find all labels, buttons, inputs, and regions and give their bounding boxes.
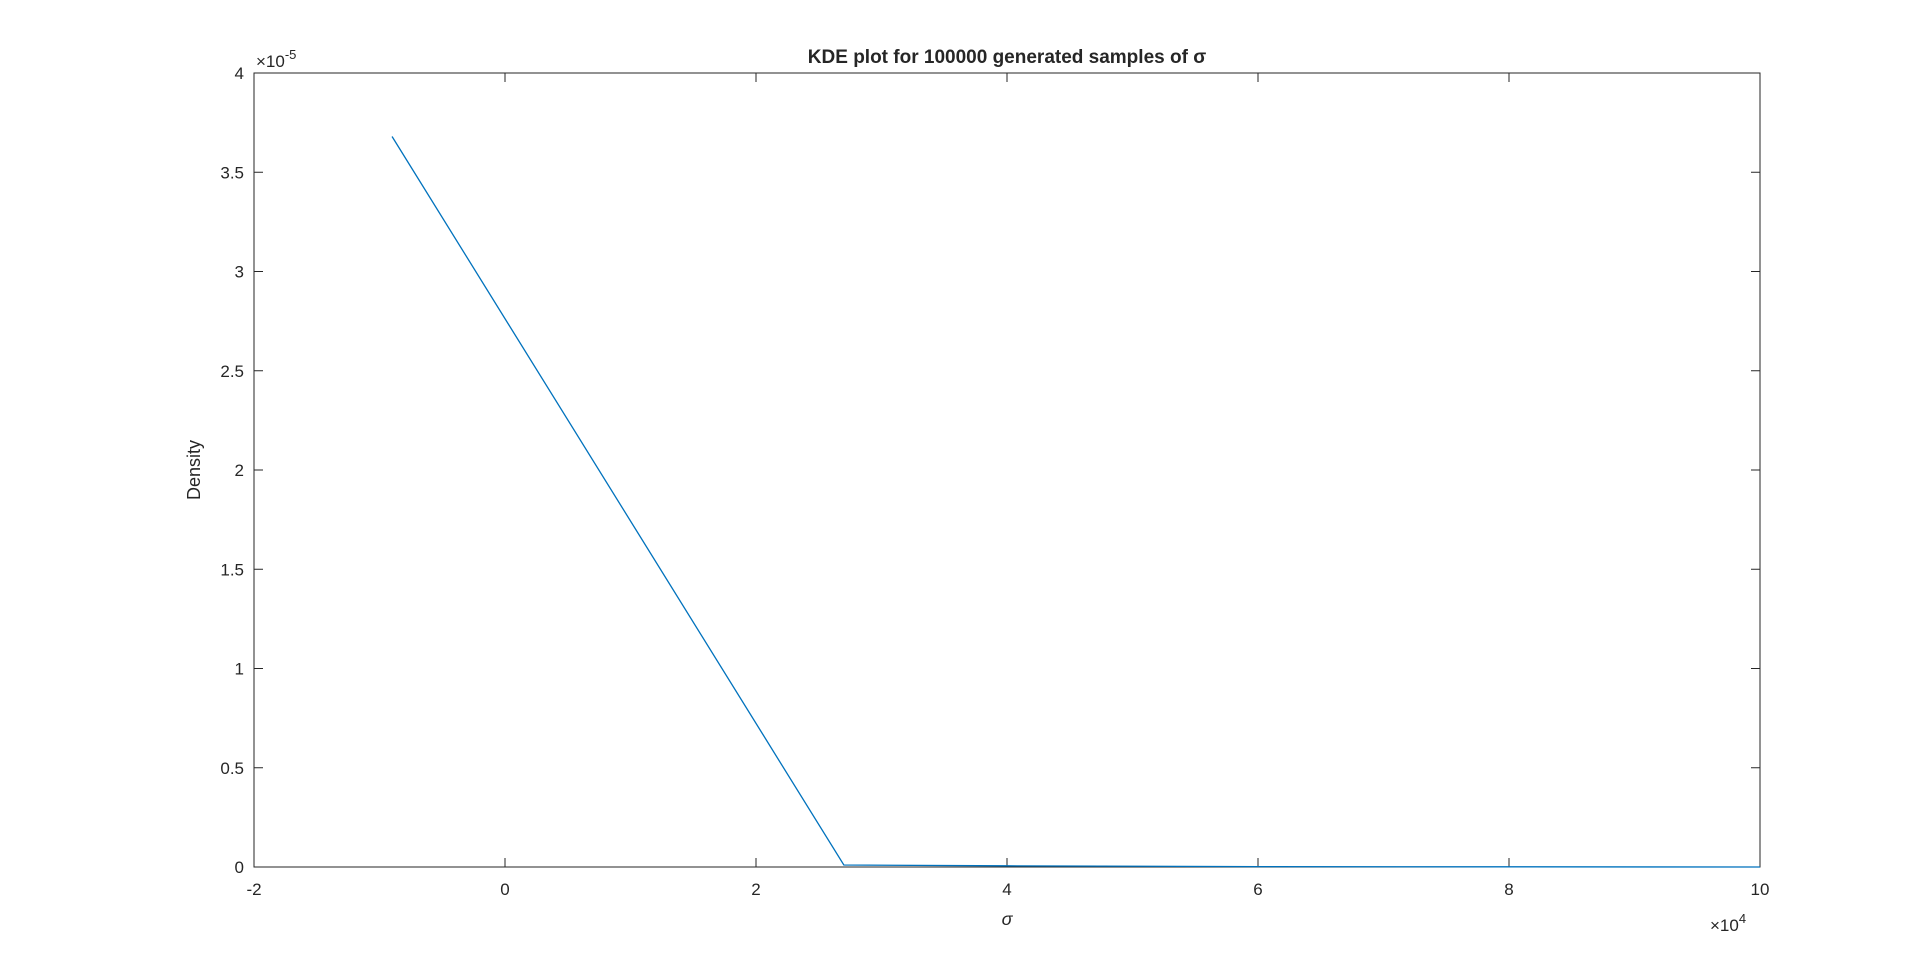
y-tick-label: 0	[235, 858, 244, 877]
y-tick-label: 1	[235, 660, 244, 679]
x-axis-label: σ	[1002, 909, 1014, 929]
x-tick-label: 6	[1253, 880, 1262, 899]
y-axis-exponent-base: ×10	[256, 52, 285, 71]
chart-title: KDE plot for 100000 generated samples of…	[808, 47, 1206, 68]
y-tick-label: 3	[235, 263, 244, 282]
x-tick-label: 0	[500, 880, 509, 899]
y-tick-label: 2	[235, 461, 244, 480]
y-tick-label: 4	[235, 64, 244, 83]
y-axis-exponent: ×10-5	[256, 47, 296, 71]
x-tick-label: 8	[1504, 880, 1513, 899]
series-layer	[391, 136, 1761, 868]
y-tick-label: 1.5	[220, 560, 244, 579]
y-axis-label: Density	[184, 440, 204, 500]
x-axis-exponent-power: 4	[1739, 911, 1746, 926]
x-axis-ticks: -2 0 2 4 6 8 10	[246, 73, 1769, 899]
y-axis-ticks: 0 0.5 1 1.5 2 2.5 3 3.5 4	[220, 64, 1760, 877]
x-axis-exponent-base: ×10	[1710, 916, 1739, 935]
x-tick-label: 2	[751, 880, 760, 899]
y-tick-label: 3.5	[220, 163, 244, 182]
axes-box	[253, 72, 1761, 868]
y-tick-label: 2.5	[220, 362, 244, 381]
y-axis-exponent-power: -5	[285, 47, 297, 62]
y-tick-label: 0.5	[220, 759, 244, 778]
kde-series-line	[391, 136, 1761, 868]
x-tick-label: 4	[1002, 880, 1011, 899]
x-axis-exponent: ×104	[1710, 911, 1746, 935]
x-tick-label: 10	[1751, 880, 1770, 899]
x-tick-label: -2	[246, 880, 261, 899]
plot-area: -2 0 2 4 6 8 10 00.511.522.533.54	[220, 64, 1769, 899]
